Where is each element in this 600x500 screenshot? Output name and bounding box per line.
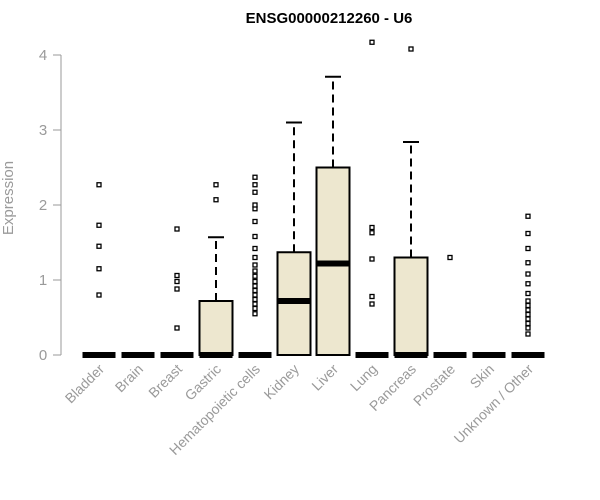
outlier-point bbox=[369, 293, 375, 300]
y-tick-label: 2 bbox=[39, 197, 47, 214]
outlier-point bbox=[369, 256, 375, 262]
outlier-point bbox=[525, 325, 531, 331]
outlier-point bbox=[174, 278, 180, 285]
y-tick-label: 4 bbox=[39, 47, 47, 64]
outlier-point bbox=[252, 273, 258, 279]
outlier-point bbox=[525, 260, 531, 266]
outlier-point bbox=[252, 268, 258, 274]
outlier-point bbox=[252, 305, 258, 312]
outlier-point bbox=[447, 254, 453, 261]
outlier-point bbox=[369, 230, 375, 236]
outlier-point bbox=[252, 189, 258, 195]
x-category-label: Lung bbox=[347, 361, 380, 394]
box-body bbox=[198, 300, 234, 356]
box-pancreas bbox=[393, 46, 429, 358]
outlier-point bbox=[408, 46, 414, 52]
outlier-point bbox=[252, 174, 258, 180]
x-category-label: Liver bbox=[308, 361, 341, 394]
outlier-point bbox=[96, 292, 102, 298]
outlier-point bbox=[369, 39, 375, 45]
outlier-point bbox=[252, 245, 258, 252]
outlier-point bbox=[525, 245, 531, 252]
outlier-point bbox=[252, 292, 258, 298]
box-body bbox=[393, 256, 429, 356]
outlier-point bbox=[252, 296, 258, 303]
x-category-label: Prostate bbox=[410, 361, 458, 409]
y-axis-label: Expression bbox=[0, 161, 17, 235]
outlier-point bbox=[252, 233, 258, 240]
box-gastric bbox=[198, 182, 234, 358]
x-category-label: Skin bbox=[467, 361, 498, 392]
outlier-point bbox=[525, 316, 531, 322]
outlier-point bbox=[252, 254, 258, 261]
x-category-label: Brain bbox=[112, 361, 146, 395]
outlier-point bbox=[525, 311, 531, 318]
outlier-point bbox=[252, 287, 258, 294]
outlier-point bbox=[525, 281, 531, 287]
box-prostate bbox=[433, 254, 467, 358]
y-ticks: 0 1 2 3 4 bbox=[39, 47, 61, 364]
outlier-point bbox=[525, 307, 531, 313]
y-tick-label: 1 bbox=[39, 272, 47, 289]
outlier-point bbox=[525, 213, 531, 219]
outlier-point bbox=[525, 271, 531, 277]
outlier-point bbox=[252, 301, 258, 307]
outlier-point bbox=[525, 331, 531, 337]
outlier-point bbox=[525, 230, 531, 237]
outlier-point bbox=[252, 202, 258, 208]
chart-title: ENSG00000212260 - U6 bbox=[246, 10, 413, 27]
box-unknown-other bbox=[511, 213, 545, 358]
outlier-point bbox=[174, 272, 180, 279]
outlier-point bbox=[213, 182, 219, 188]
outlier-point bbox=[525, 290, 531, 297]
outlier-point bbox=[96, 243, 102, 249]
outlier-point bbox=[96, 182, 102, 188]
outlier-point bbox=[174, 226, 180, 232]
outlier-point bbox=[96, 266, 102, 272]
y-tick-label: 0 bbox=[39, 347, 47, 364]
outlier-point bbox=[369, 301, 375, 307]
box-hematopoietic-cells bbox=[238, 174, 272, 358]
box-lung bbox=[355, 39, 389, 358]
outlier-point bbox=[174, 325, 180, 331]
outlier-point bbox=[252, 262, 258, 268]
outlier-point bbox=[252, 278, 258, 285]
outlier-point bbox=[174, 286, 180, 292]
outlier-point bbox=[252, 218, 258, 225]
outlier-point bbox=[525, 298, 531, 304]
outlier-point bbox=[252, 182, 258, 188]
outlier-point bbox=[252, 283, 258, 289]
outlier-point bbox=[96, 222, 102, 228]
box-bladder bbox=[82, 182, 116, 358]
boxes bbox=[82, 39, 545, 358]
outlier-point bbox=[369, 224, 375, 231]
y-tick-label: 3 bbox=[39, 122, 47, 139]
box-liver bbox=[315, 75, 351, 356]
outlier-point bbox=[252, 311, 258, 317]
box-kidney bbox=[276, 121, 312, 356]
x-category-label: Breast bbox=[145, 361, 185, 401]
outlier-point bbox=[525, 302, 531, 309]
x-category-label: Bladder bbox=[62, 361, 108, 407]
box-breast bbox=[160, 226, 194, 358]
outlier-point bbox=[213, 197, 219, 203]
outlier-point bbox=[525, 320, 531, 327]
x-category-label: Kidney bbox=[261, 361, 303, 403]
